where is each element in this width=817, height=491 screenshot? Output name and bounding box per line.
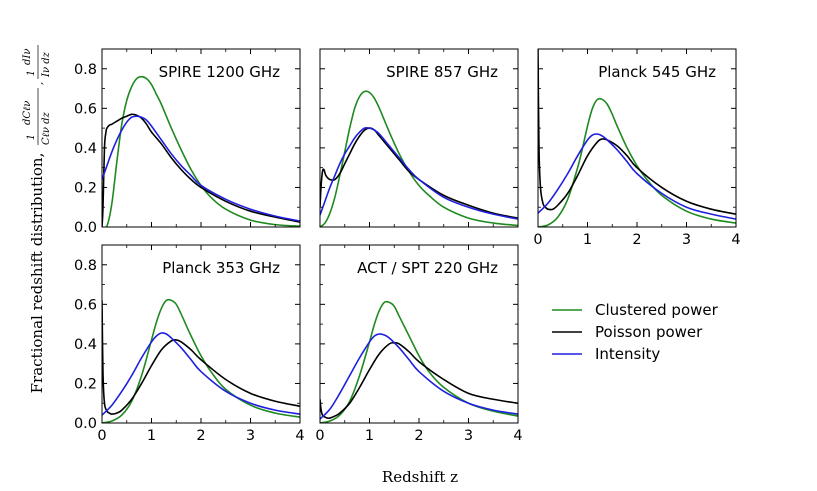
series-line-clustered bbox=[320, 300, 518, 423]
panel-title: ACT / SPT 220 GHz bbox=[357, 259, 498, 277]
x-tick-label: 1 bbox=[147, 428, 156, 444]
legend-label-poisson: Poisson power bbox=[595, 323, 703, 341]
panel-1: SPIRE 857 GHz bbox=[319, 48, 519, 228]
y-axis-title-text: Fractional redshift distribution, bbox=[28, 153, 46, 394]
y-tick-label: 0.8 bbox=[74, 62, 97, 78]
x-tick-label: 4 bbox=[731, 232, 740, 248]
x-tick-label: 1 bbox=[583, 232, 592, 248]
series-line-clustered bbox=[538, 97, 736, 227]
series-line-intensity bbox=[102, 115, 300, 222]
y-tick-label: 0.0 bbox=[74, 220, 97, 236]
x-tick-label: 3 bbox=[464, 428, 473, 444]
x-tick-label: 0 bbox=[97, 428, 106, 444]
panels-group: 0.0 0.2 0.4 0.6 0.8 SPIRE 1200 GHz SPIRE 857 G… bbox=[74, 48, 741, 444]
series-line-intensity bbox=[102, 332, 300, 416]
panel-title: SPIRE 1200 GHz bbox=[159, 63, 281, 81]
y-frac2-num: dIν bbox=[22, 49, 33, 65]
series-line-clustered bbox=[320, 90, 518, 227]
y-tick-label: 0.4 bbox=[74, 141, 97, 157]
x-tick-label: 2 bbox=[632, 232, 641, 248]
x-tick-label: 0 bbox=[533, 232, 542, 248]
y-frac2-pre: 1 bbox=[26, 70, 37, 76]
y-tick-label: 0.6 bbox=[74, 297, 97, 313]
series-line-intensity bbox=[320, 333, 518, 420]
series-line-clustered bbox=[102, 298, 300, 423]
y-tick-label: 0.2 bbox=[74, 376, 97, 392]
x-tick-label: 4 bbox=[513, 428, 522, 444]
y-tick-label: 0.0 bbox=[74, 416, 97, 432]
series-line-poisson bbox=[538, 49, 736, 215]
y-tick-label: 0.8 bbox=[74, 258, 97, 274]
y-tick-label: 0.6 bbox=[74, 101, 97, 117]
y-frac1-den: Cℓν dz bbox=[41, 112, 52, 145]
x-tick-label: 1 bbox=[365, 428, 374, 444]
legend-label-intensity: Intensity bbox=[595, 345, 660, 363]
series-line-poisson bbox=[320, 341, 518, 420]
y-axis-title: Fractional redshift distribution, 1 dCℓν… bbox=[22, 45, 52, 393]
y-separator: , bbox=[34, 82, 45, 85]
panel-title: Planck 545 GHz bbox=[598, 63, 716, 81]
panel-2: 0 1 2 3 4 Planck 545 GHz bbox=[533, 48, 741, 248]
series-line-intensity bbox=[538, 133, 736, 220]
x-tick-label: 3 bbox=[682, 232, 691, 248]
legend: Clustered power Poisson power Intensity bbox=[552, 301, 719, 363]
y-frac2-den: Iν dz bbox=[41, 51, 52, 78]
x-tick-label: 2 bbox=[196, 428, 205, 444]
series-line-intensity bbox=[320, 126, 518, 220]
y-frac1-pre: 1 bbox=[26, 134, 37, 140]
y-tick-label: 0.2 bbox=[74, 180, 97, 196]
y-tick-label: 0.4 bbox=[74, 337, 97, 353]
panel-title: SPIRE 857 GHz bbox=[386, 63, 498, 81]
x-tick-label: 3 bbox=[246, 428, 255, 444]
panel-3: 0 1 2 3 4 0.0 0.2 0.4 0.6 0.8 Planck 353 GHz bbox=[74, 244, 305, 444]
y-frac1-num: dCℓν bbox=[22, 101, 33, 125]
series-line-poisson bbox=[102, 300, 300, 415]
series-line-poisson bbox=[102, 113, 300, 227]
series-line-poisson bbox=[320, 127, 518, 219]
x-tick-label: 2 bbox=[414, 428, 423, 444]
panel-4: 0 1 2 3 4 ACT / SPT 220 GHz bbox=[315, 244, 523, 444]
legend-label-clustered: Clustered power bbox=[595, 301, 719, 319]
panel-0: 0.0 0.2 0.4 0.6 0.8 SPIRE 1200 GHz bbox=[74, 48, 301, 236]
panel-title: Planck 353 GHz bbox=[162, 259, 280, 277]
x-tick-label: 4 bbox=[295, 428, 304, 444]
series-line-clustered bbox=[102, 75, 300, 227]
x-tick-label: 0 bbox=[315, 428, 324, 444]
x-axis-title: Redshift z bbox=[382, 468, 458, 486]
